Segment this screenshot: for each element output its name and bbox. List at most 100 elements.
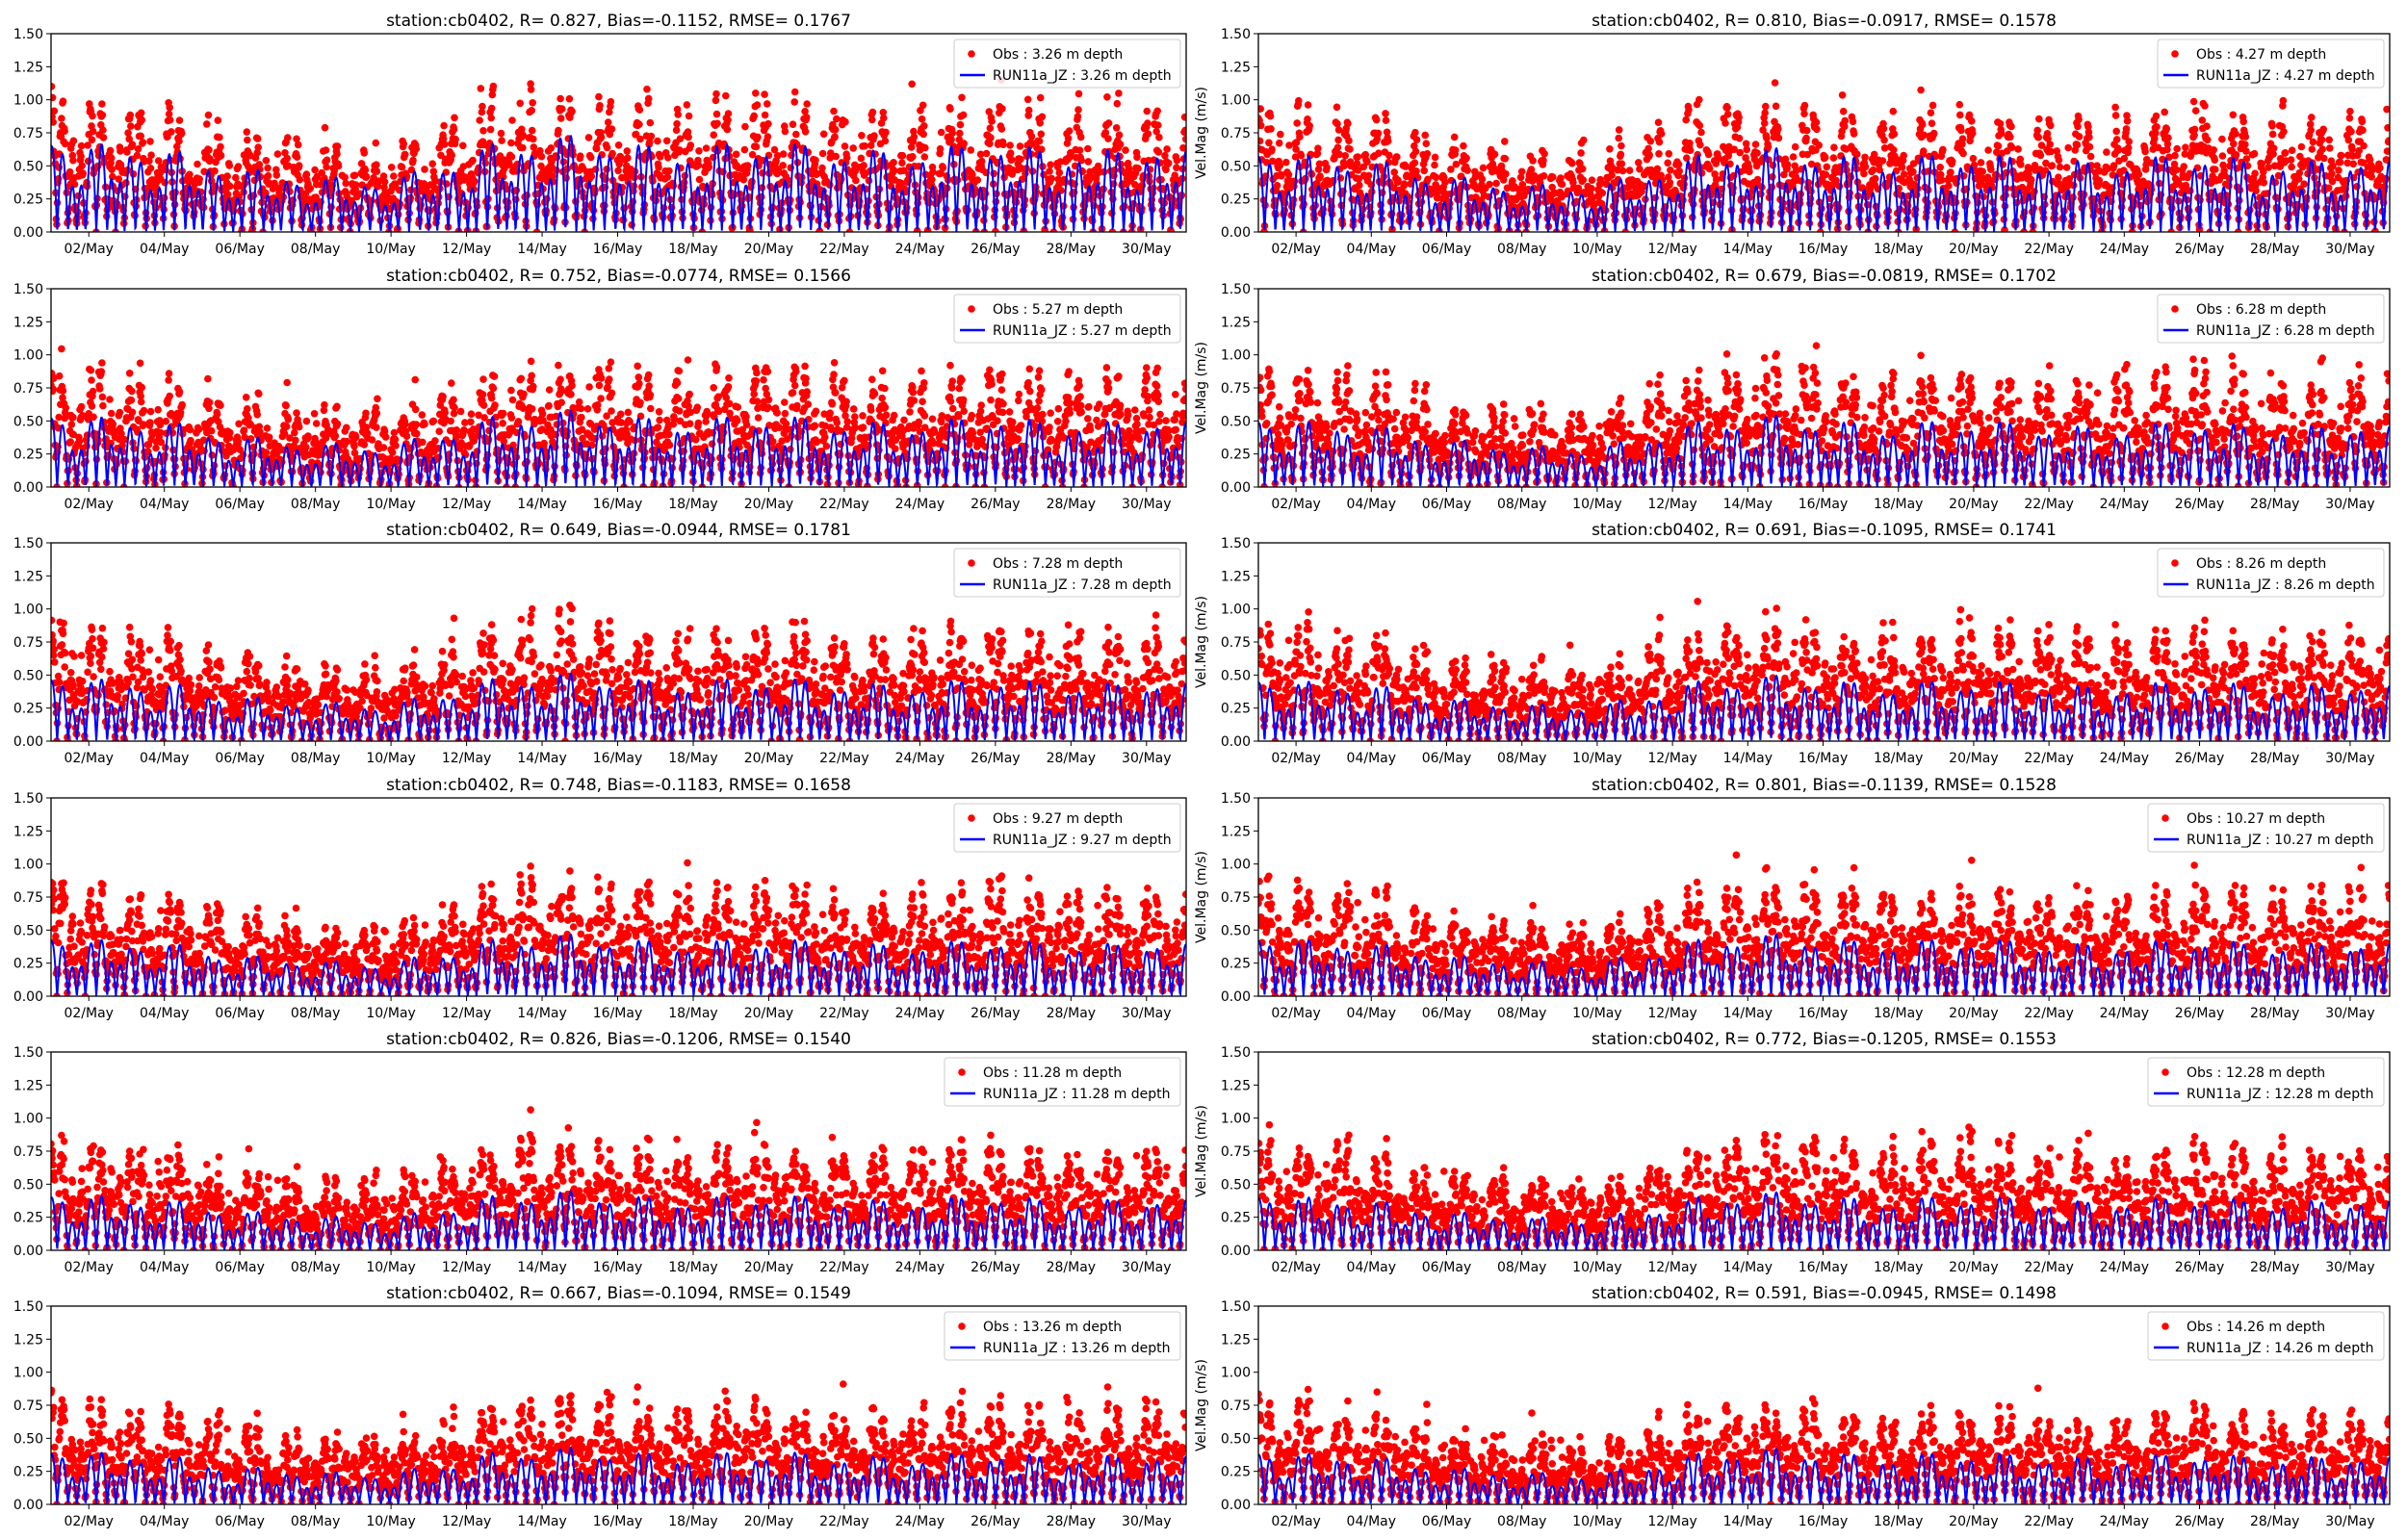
obs-point bbox=[1306, 122, 1313, 130]
obs-point bbox=[743, 162, 752, 169]
obs-point bbox=[59, 387, 67, 395]
obs-point bbox=[62, 404, 70, 412]
obs-point bbox=[1016, 142, 1024, 150]
obs-point bbox=[1872, 174, 1879, 183]
obs-point bbox=[429, 167, 438, 175]
obs-point bbox=[1772, 102, 1780, 111]
obs-point bbox=[1086, 172, 1095, 180]
y-tick-label: 1.00 bbox=[1221, 93, 1251, 109]
obs-point bbox=[779, 162, 787, 169]
obs-point bbox=[1116, 141, 1125, 148]
x-tick-label: 08/May bbox=[1497, 242, 1546, 257]
obs-point bbox=[145, 157, 153, 166]
obs-point bbox=[532, 228, 541, 232]
obs-point bbox=[1527, 166, 1536, 173]
obs-point bbox=[2317, 136, 2326, 143]
obs-point bbox=[1115, 90, 1123, 97]
obs-point bbox=[1017, 155, 1024, 164]
obs-point bbox=[724, 110, 733, 117]
obs-point bbox=[168, 128, 175, 136]
obs-point bbox=[2062, 164, 2071, 171]
obs-point bbox=[1064, 135, 1073, 142]
obs-point bbox=[226, 182, 234, 191]
obs-point bbox=[750, 112, 758, 120]
obs-point bbox=[1070, 203, 1077, 212]
obs-point bbox=[2359, 126, 2367, 135]
obs-point bbox=[1979, 167, 1986, 175]
obs-point bbox=[596, 102, 604, 110]
obs-series bbox=[51, 76, 1186, 232]
obs-point bbox=[2191, 107, 2200, 115]
subplot-4.27m: station:cb0402, R= 0.810, Bias=-0.0917, … bbox=[1194, 12, 2391, 257]
obs-point bbox=[1654, 118, 1663, 126]
obs-point bbox=[664, 154, 672, 162]
obs-point bbox=[1400, 180, 1409, 188]
obs-point bbox=[1157, 175, 1165, 184]
obs-point bbox=[662, 137, 671, 145]
obs-point bbox=[882, 128, 890, 137]
obs-point bbox=[1838, 91, 1847, 99]
obs-point bbox=[790, 88, 799, 96]
obs-point bbox=[2055, 156, 2063, 165]
obs-point bbox=[469, 156, 477, 165]
obs-point bbox=[2348, 145, 2356, 153]
obs-point bbox=[1697, 128, 1705, 137]
obs-point bbox=[166, 104, 173, 112]
obs-point bbox=[154, 405, 162, 414]
obs-point bbox=[1839, 107, 1848, 116]
obs-point bbox=[1540, 156, 1547, 165]
obs-point bbox=[99, 126, 107, 134]
obs-point bbox=[1103, 93, 1111, 101]
obs-point bbox=[702, 144, 711, 152]
obs-point bbox=[2229, 111, 2238, 119]
obs-point bbox=[1721, 119, 1729, 127]
obs-point bbox=[2198, 116, 2207, 124]
x-tick-label: 10/May bbox=[1572, 242, 1621, 257]
obs-point bbox=[1695, 95, 1703, 104]
obs-point bbox=[440, 121, 448, 130]
obs-point bbox=[1104, 119, 1113, 127]
obs-point bbox=[919, 130, 927, 139]
obs-point bbox=[558, 105, 566, 113]
obs-point bbox=[1258, 105, 1264, 113]
obs-point bbox=[1680, 174, 1689, 182]
obs-point bbox=[2335, 167, 2342, 174]
obs-point bbox=[1084, 144, 1092, 153]
obs-point bbox=[1154, 121, 1162, 129]
obs-point bbox=[53, 198, 62, 207]
obs-point bbox=[818, 164, 826, 172]
obs-point bbox=[1041, 228, 1049, 232]
y-tick-label: 0.25 bbox=[1221, 192, 1251, 208]
obs-point bbox=[858, 132, 866, 140]
obs-point bbox=[1579, 176, 1588, 184]
obs-point bbox=[272, 166, 280, 174]
obs-point bbox=[333, 150, 341, 158]
obs-point bbox=[127, 397, 136, 404]
obs-point bbox=[1956, 111, 1964, 119]
obs-point bbox=[1180, 113, 1186, 121]
obs-point bbox=[125, 135, 133, 143]
obs-point bbox=[684, 128, 692, 136]
obs-point bbox=[1056, 158, 1065, 166]
obs-point bbox=[1390, 168, 1398, 176]
obs-point bbox=[373, 167, 381, 175]
obs-point bbox=[1047, 161, 1054, 168]
obs-point bbox=[898, 151, 907, 160]
obs-point bbox=[812, 156, 819, 165]
obs-point bbox=[412, 144, 421, 153]
obs-point bbox=[1588, 176, 1596, 184]
obs-point bbox=[1295, 96, 1303, 105]
obs-point bbox=[165, 376, 172, 384]
obs-point bbox=[549, 172, 556, 180]
obs-point bbox=[243, 136, 251, 144]
legend-obs-marker bbox=[968, 50, 975, 58]
obs-point bbox=[471, 177, 479, 186]
obs-point bbox=[1608, 171, 1616, 179]
obs-point bbox=[311, 166, 319, 174]
obs-point bbox=[136, 359, 144, 368]
obs-point bbox=[1354, 153, 1361, 161]
obs-point bbox=[1997, 129, 2006, 138]
obs-point bbox=[1115, 131, 1124, 140]
obs-point bbox=[1314, 144, 1322, 152]
